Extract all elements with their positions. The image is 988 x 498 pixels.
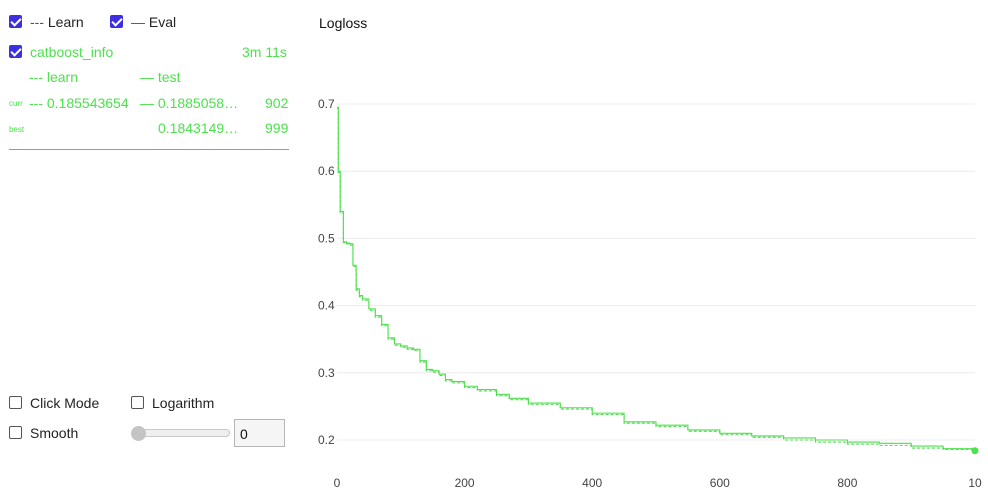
series-line-learn bbox=[337, 107, 976, 451]
series-end-marker bbox=[971, 447, 979, 455]
y-tick-label: 0.5 bbox=[318, 231, 335, 245]
run-duration: 3m 11s bbox=[242, 44, 287, 60]
x-tick-label: 800 bbox=[837, 476, 857, 490]
run-checkbox[interactable] bbox=[9, 45, 22, 58]
logarithm-checkbox[interactable] bbox=[131, 396, 144, 409]
y-tick-label: 0.4 bbox=[318, 299, 335, 313]
run-name[interactable]: catboost_info bbox=[30, 44, 114, 60]
column-learn-header: --- learn bbox=[29, 69, 79, 85]
best-row-label: best bbox=[9, 125, 25, 134]
y-tick-label: 0.7 bbox=[318, 97, 335, 111]
series-line-test bbox=[337, 106, 976, 451]
x-tick-label: 400 bbox=[582, 476, 602, 490]
curr-row-label: curr bbox=[9, 99, 23, 108]
smooth-slider-thumb[interactable] bbox=[131, 426, 146, 441]
x-tick-label: 600 bbox=[710, 476, 730, 490]
eval-legend-label: — Eval bbox=[131, 14, 176, 30]
click-mode-checkbox[interactable] bbox=[9, 396, 22, 409]
smooth-value-input[interactable]: 0 bbox=[234, 419, 285, 447]
smooth-checkbox[interactable] bbox=[9, 426, 22, 439]
eval-checkbox[interactable] bbox=[110, 15, 123, 28]
best-iteration: 999 bbox=[265, 120, 289, 136]
x-tick-label: 10 bbox=[968, 476, 982, 490]
x-tick-label: 200 bbox=[455, 476, 475, 490]
best-test-value: 0.1843149… bbox=[158, 120, 239, 136]
column-test-header: — test bbox=[140, 69, 181, 85]
run-divider bbox=[9, 149, 289, 150]
eval-label: Eval bbox=[148, 14, 177, 30]
y-tick-label: 0.3 bbox=[318, 366, 335, 380]
logarithm-label: Logarithm bbox=[152, 395, 215, 411]
chart-title: Logloss bbox=[319, 15, 367, 31]
learn-dash-prefix: --- bbox=[30, 14, 44, 30]
smooth-label: Smooth bbox=[30, 425, 79, 441]
learn-label: Learn bbox=[47, 14, 84, 30]
y-tick-label: 0.6 bbox=[318, 164, 335, 178]
x-tick-label: 0 bbox=[334, 476, 341, 490]
click-mode-label: Click Mode bbox=[30, 395, 100, 411]
logloss-chart: Logloss 0.7 0.6 0.5 0.4 0.3 0.2 0 200 400 600 800… bbox=[318, 15, 982, 490]
curr-iteration: 902 bbox=[265, 95, 289, 111]
smooth-slider-track[interactable] bbox=[132, 429, 230, 437]
learn-checkbox[interactable] bbox=[9, 15, 22, 28]
curr-test-value: — 0.1885058… bbox=[140, 95, 239, 111]
curr-learn-value: --- 0.185543654 bbox=[29, 95, 129, 111]
eval-dash-prefix: — bbox=[131, 14, 145, 30]
learn-legend-label: --- Learn bbox=[30, 14, 84, 30]
y-tick-label: 0.2 bbox=[318, 433, 335, 447]
